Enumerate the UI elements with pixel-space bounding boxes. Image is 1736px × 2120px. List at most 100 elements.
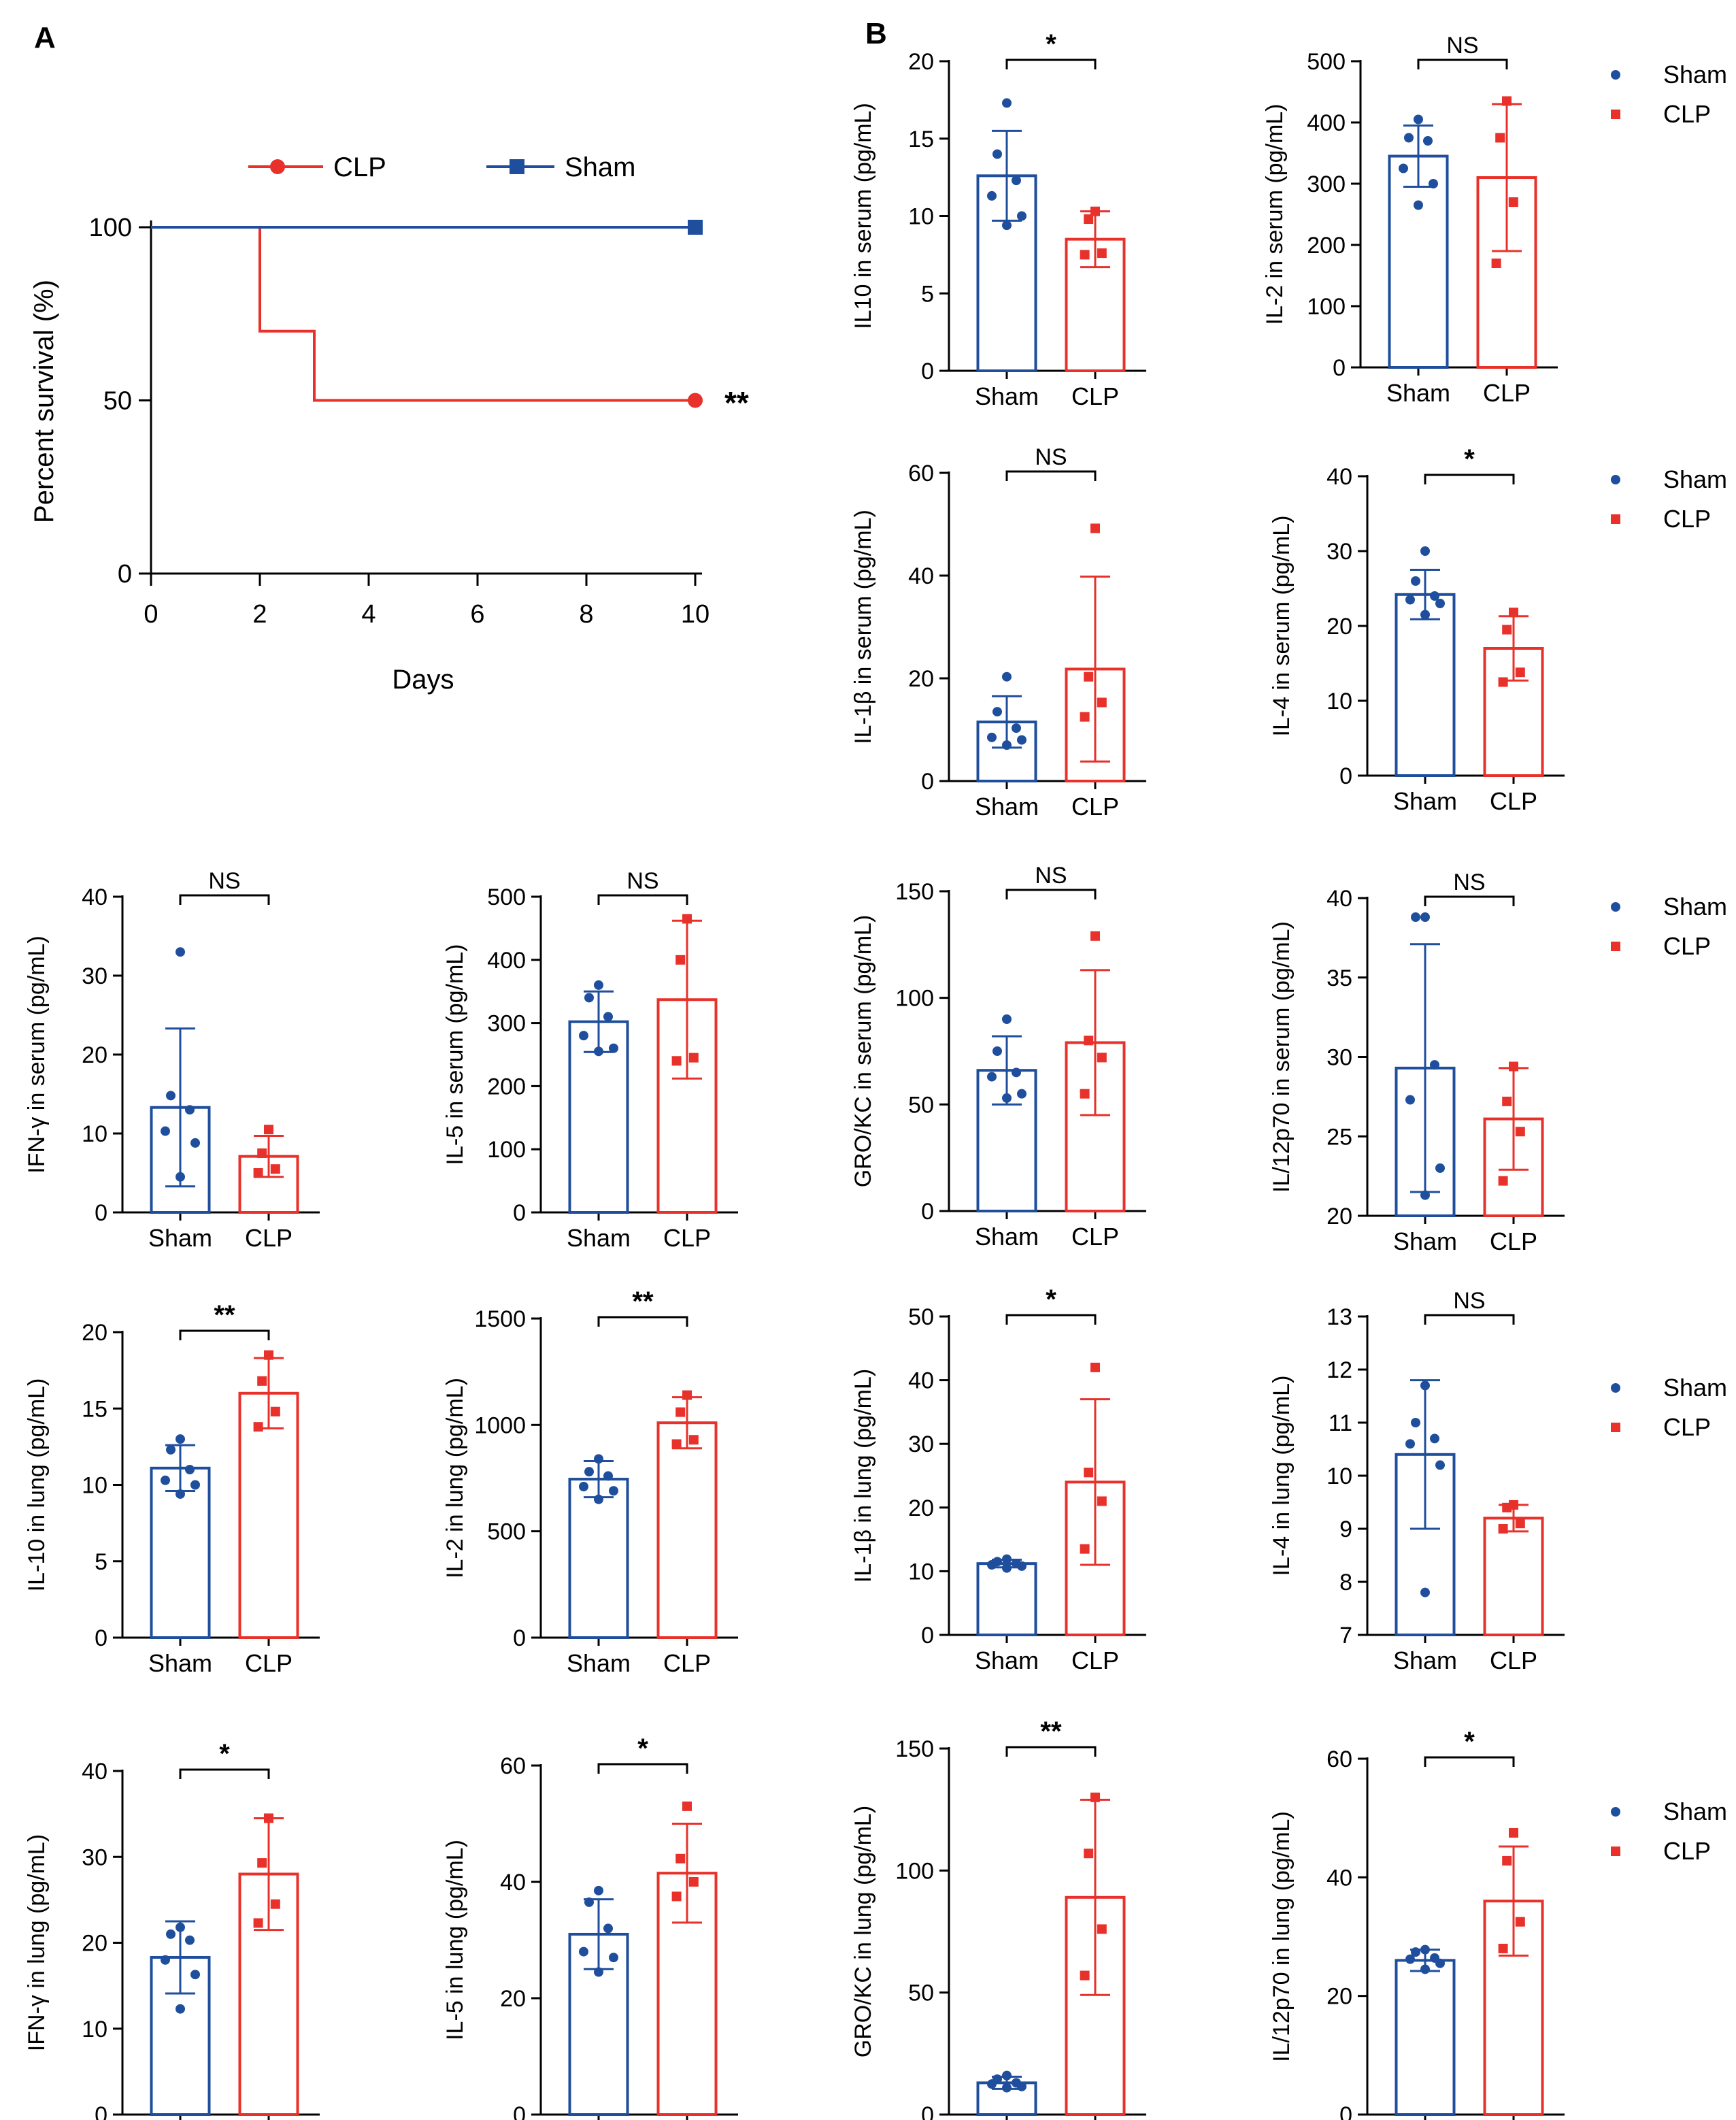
data-point: [987, 2079, 997, 2089]
y-tick-label: 0: [1339, 2102, 1352, 2120]
y-tick-label: 0: [921, 2102, 934, 2120]
y-tick-label: 35: [1326, 965, 1352, 991]
data-point: [270, 1899, 280, 1909]
data-point: [1097, 1924, 1107, 1934]
data-point: [161, 1955, 170, 1965]
data-point: [1017, 211, 1026, 221]
data-point: [594, 980, 603, 990]
x-axis-label: Days: [392, 665, 454, 695]
y-tick-label: 400: [487, 948, 526, 974]
data-point: [1084, 1036, 1094, 1046]
y-tick-label: 30: [82, 963, 107, 989]
data-point: [1414, 114, 1423, 125]
chart-il1b-lung: 0 10 20 30 40 50 Sham CLP IL-1β in lung (pg/mL) *: [850, 1285, 1146, 1674]
chart-ifng-serum: 0 10 20 30 40 Sham CLP IFN-γ in serum (pg/mL) NS: [24, 868, 320, 1252]
data-point: [1097, 697, 1107, 708]
data-point: [1420, 912, 1430, 923]
y-axis-label: IL/12p70 in serum (pg/mL): [1269, 921, 1295, 1193]
significance-bracket: [1005, 1746, 1097, 1757]
significance-label: **: [214, 1300, 235, 1330]
y-tick-label: 30: [1326, 539, 1352, 565]
x-tick-label: CLP: [1071, 382, 1119, 410]
y-tick-label: 0: [921, 1199, 934, 1225]
data-point: [176, 1434, 185, 1444]
significance-bracket: [1424, 1756, 1515, 1767]
data-point: [1498, 1943, 1508, 1953]
data-point: [1515, 1917, 1525, 1927]
data-point: [1002, 740, 1012, 750]
y-tick-label: 500: [487, 884, 526, 910]
data-point: [161, 1475, 170, 1485]
y-tick-label: 5: [921, 281, 934, 307]
y-tick-label: 0: [95, 1625, 107, 1651]
data-point: [1420, 1380, 1430, 1391]
data-point: [270, 1164, 280, 1174]
y-tick-label: 0: [921, 769, 934, 795]
y-tick-label: 10: [908, 204, 934, 230]
x-tick-label: Sham: [567, 1224, 631, 1252]
data-point: [190, 1970, 200, 1980]
data-point: [1498, 1176, 1508, 1186]
data-point: [1491, 259, 1501, 268]
data-point: [1502, 96, 1512, 106]
y-tick-label: 0: [513, 1625, 526, 1651]
significance-label: *: [1046, 29, 1056, 59]
y-tick-label: 500: [487, 1519, 526, 1545]
data-point: [253, 1918, 263, 1928]
data-point: [185, 1465, 195, 1475]
significance-bracket: [597, 894, 688, 905]
panel-label-b: B: [865, 17, 887, 50]
data-point: [176, 947, 185, 957]
data-point: [1429, 179, 1438, 188]
legend-marker-clp: [270, 159, 285, 174]
data-point: [1080, 1089, 1090, 1099]
significance-label: NS: [1453, 1288, 1485, 1314]
x-tick-label: CLP: [1490, 787, 1537, 815]
data-point: [1411, 576, 1420, 586]
data-point: [1515, 1127, 1525, 1137]
significance-label: NS: [1453, 869, 1485, 895]
y-tick-label: 500: [1307, 49, 1346, 75]
data-point: [594, 1454, 603, 1464]
x-tick-label: CLP: [663, 1224, 711, 1252]
legend-label-sham: Sham: [1663, 61, 1727, 88]
y-tick-label: 40: [1326, 1865, 1352, 1891]
data-point: [675, 1853, 686, 1864]
data-point: [1405, 1954, 1415, 1964]
data-point: [264, 1350, 273, 1360]
chart-il1b-serum: 0 20 40 60 Sham CLP IL-1β in serum (pg/mL) NS: [850, 444, 1146, 821]
data-point: [987, 732, 997, 742]
data-point: [1002, 2083, 1012, 2093]
y-tick-label: 50: [908, 1981, 934, 2006]
data-point: [1017, 1561, 1026, 1571]
chart-il2-serum: 0 100 200 300 400 500 Sham CLP IL-2 in serum (pg…: [1262, 33, 1727, 407]
data-point: [594, 1885, 603, 1895]
y-axis-label: IL-1β in lung (pg/mL): [850, 1369, 876, 1583]
data-point: [1084, 1849, 1094, 1859]
y-tick-label: 0: [95, 1200, 107, 1226]
data-point: [594, 1046, 603, 1057]
data-point: [682, 914, 692, 924]
data-point: [253, 1422, 263, 1432]
data-point: [603, 1012, 613, 1022]
legend-marker-sham: [1611, 1807, 1620, 1817]
y-tick-label: 100: [895, 986, 934, 1012]
data-point: [1423, 136, 1433, 146]
y-tick-label: 30: [82, 1844, 107, 1870]
data-point: [1411, 1947, 1420, 1957]
significance-bracket: [179, 1768, 270, 1779]
y-axis-label: IFN-γ in serum (pg/mL): [24, 935, 50, 1174]
data-point: [1508, 197, 1518, 207]
x-tick-label: CLP: [1071, 793, 1119, 821]
data-point: [1017, 735, 1026, 745]
data-point: [161, 1126, 170, 1136]
data-point: [682, 1390, 692, 1400]
y-axis-label: IL-4 in lung (pg/mL): [1269, 1376, 1295, 1576]
x-tick-label: Sham: [1386, 379, 1450, 407]
data-point: [1084, 214, 1094, 225]
y-tick-label: 20: [908, 1495, 934, 1521]
chart-grokc-serum: 0 50 100 150 Sham CLP GRO/KC in serum (pg/mL) N…: [850, 863, 1146, 1251]
